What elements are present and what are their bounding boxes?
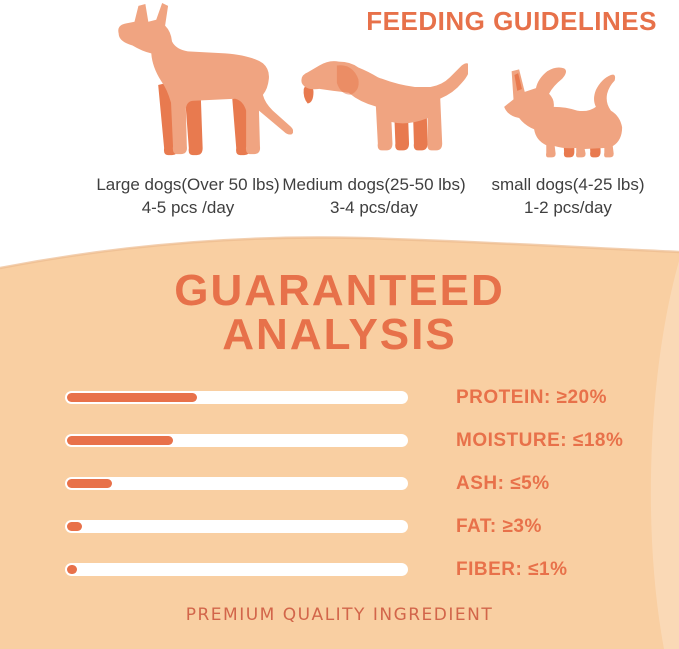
progress-fill bbox=[67, 522, 83, 531]
footer-note: PREMIUM QUALITY INGREDIENT bbox=[185, 605, 494, 625]
dog-size-label: Large dogs(Over 50 lbs) bbox=[96, 175, 280, 194]
analysis-title-line2: ANALYSIS bbox=[222, 310, 457, 359]
medium-dog-figure bbox=[275, 46, 468, 163]
analysis-label: ASH: ≤5% bbox=[456, 472, 550, 494]
analysis-title-line1: GUARANTEED bbox=[174, 266, 505, 315]
dog-size-label: small dogs(4-25 lbs) bbox=[491, 175, 645, 194]
progress-fill bbox=[67, 436, 174, 445]
analysis-bars: PROTEIN: ≥20% MOISTURE: ≤18% ASH: ≤5% FA… bbox=[65, 387, 665, 606]
analysis-row: FAT: ≥3% bbox=[65, 516, 665, 537]
analysis-row: PROTEIN: ≥20% bbox=[65, 387, 665, 408]
small-dog-caption: small dogs(4-25 lbs) 1-2 pcs/day bbox=[468, 173, 668, 219]
analysis-row: MOISTURE: ≤18% bbox=[65, 430, 665, 451]
progress-track bbox=[65, 563, 408, 576]
progress-fill bbox=[67, 479, 112, 488]
analysis-label: PROTEIN: ≥20% bbox=[456, 386, 608, 408]
analysis-row: FIBER: ≤1% bbox=[65, 559, 665, 580]
progress-track bbox=[65, 520, 408, 533]
analysis-title: GUARANTEED ANALYSIS bbox=[0, 269, 679, 357]
small-dog-figure bbox=[492, 60, 638, 163]
analysis-label: MOISTURE: ≤18% bbox=[456, 429, 624, 451]
analysis-row: ASH: ≤5% bbox=[65, 473, 665, 494]
medium-dog-icon bbox=[301, 61, 468, 151]
dog-serving-label: 1-2 pcs/day bbox=[524, 198, 612, 217]
dog-size-label: Medium dogs(25-50 lbs) bbox=[282, 175, 466, 194]
progress-fill bbox=[67, 393, 198, 402]
analysis-label: FIBER: ≤1% bbox=[456, 558, 568, 580]
dog-serving-label: 4-5 pcs /day bbox=[141, 198, 235, 217]
progress-fill bbox=[67, 565, 78, 574]
dog-serving-label: 3-4 pcs/day bbox=[330, 198, 418, 217]
progress-track bbox=[65, 391, 408, 404]
large-dog-icon bbox=[118, 2, 293, 156]
large-dog-caption: Large dogs(Over 50 lbs) 4-5 pcs /day bbox=[38, 173, 338, 219]
analysis-label: FAT: ≥3% bbox=[456, 515, 542, 537]
large-dog-figure bbox=[55, 0, 293, 163]
progress-track bbox=[65, 477, 408, 490]
small-dog-icon bbox=[504, 67, 623, 158]
feeding-guidelines-title: FEEDING GUIDELINES bbox=[366, 6, 657, 36]
guaranteed-analysis-section: GUARANTEED ANALYSIS PROTEIN: ≥20% MOISTU… bbox=[0, 231, 679, 649]
progress-track bbox=[65, 434, 408, 447]
medium-dog-caption: Medium dogs(25-50 lbs) 3-4 pcs/day bbox=[268, 173, 480, 219]
